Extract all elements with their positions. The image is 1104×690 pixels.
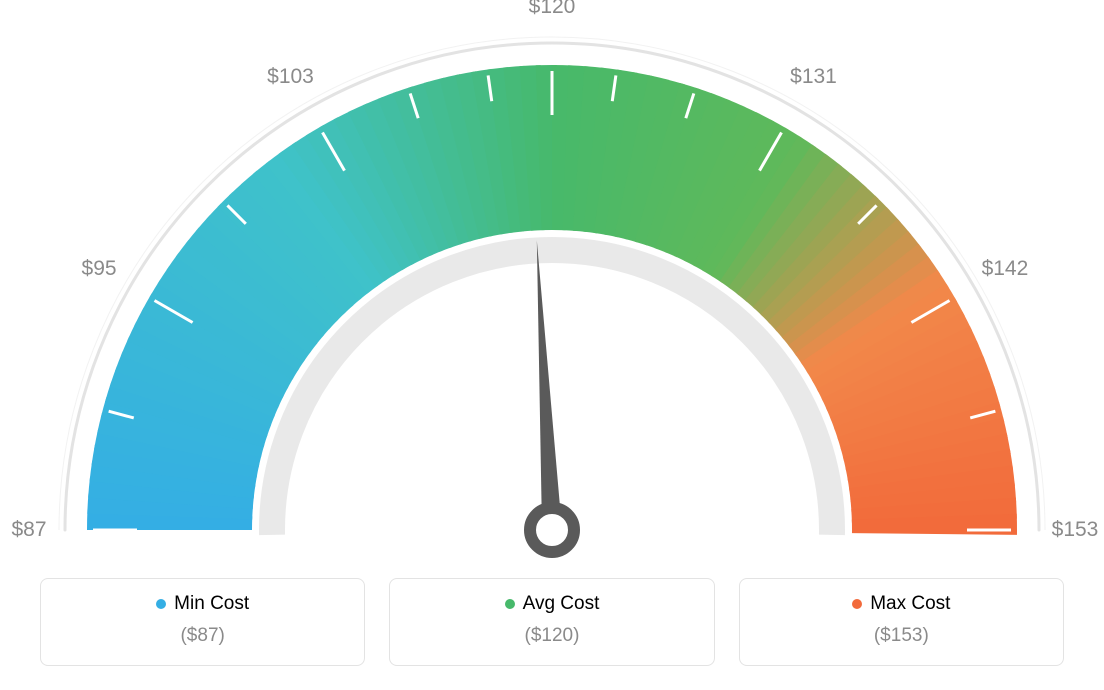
gauge-svg: [0, 0, 1104, 570]
cost-gauge-widget: $87 $95 $103 $120 $131 $142 $153 Min Cost ($87…: [0, 0, 1104, 690]
gauge-tick-label: $87: [11, 518, 46, 542]
legend-card-max: Max Cost ($153): [739, 578, 1064, 666]
gauge-chart: $87 $95 $103 $120 $131 $142 $153: [0, 0, 1104, 570]
legend-label-min: Min Cost: [174, 593, 249, 615]
legend-card-avg: Avg Cost ($120): [389, 578, 714, 666]
gauge-tick-label: $103: [267, 65, 314, 89]
legend-card-min: Min Cost ($87): [40, 578, 365, 666]
legend-value-min: ($87): [41, 625, 364, 647]
legend-value-max: ($153): [740, 625, 1063, 647]
dot-avg: [505, 599, 515, 609]
gauge-tick-label: $153: [1052, 518, 1099, 542]
legend-value-avg: ($120): [390, 625, 713, 647]
gauge-tick-label: $95: [82, 257, 117, 281]
gauge-tick-label: $142: [982, 257, 1029, 281]
dot-min: [156, 599, 166, 609]
gauge-tick-label: $131: [790, 65, 837, 89]
legend-label-max: Max Cost: [870, 593, 950, 615]
legend-label-avg: Avg Cost: [523, 593, 600, 615]
dot-max: [852, 599, 862, 609]
gauge-tick-label: $120: [529, 0, 576, 19]
legend-row: Min Cost ($87) Avg Cost ($120) Max Cost …: [40, 578, 1064, 666]
